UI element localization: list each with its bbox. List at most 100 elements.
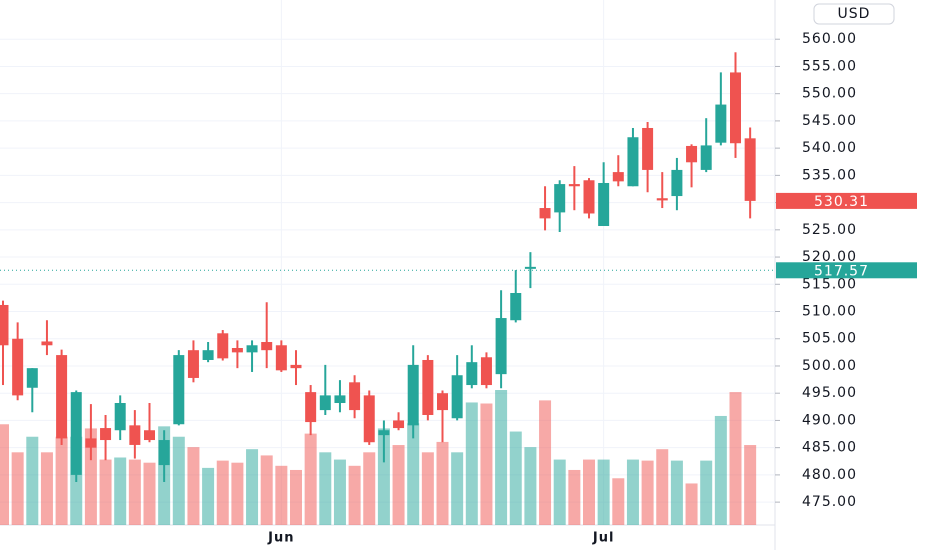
y-tick-label: 475.00 <box>802 494 857 510</box>
candle-body <box>466 362 478 386</box>
candle-body <box>114 403 126 431</box>
volume-bar <box>84 428 97 525</box>
volume-bar <box>40 452 53 525</box>
y-tick-label: 520.00 <box>802 249 857 265</box>
candle-body <box>671 169 683 197</box>
y-tick-label: 545.00 <box>802 113 857 129</box>
candle-body <box>26 368 38 388</box>
volume-bar <box>0 424 9 525</box>
y-tick-label: 555.00 <box>802 58 857 74</box>
volume-bar <box>436 441 449 525</box>
candle-body <box>231 348 243 353</box>
volume-bar <box>641 460 654 525</box>
candle-body <box>12 338 24 396</box>
y-tick-label: 535.00 <box>802 167 857 183</box>
candle-body <box>686 145 698 163</box>
candle-body <box>363 395 375 443</box>
candle-body <box>700 145 712 170</box>
volume-bar <box>99 459 112 525</box>
volume-bar <box>553 459 566 525</box>
candle-body <box>85 438 97 448</box>
volume-bar <box>333 459 346 525</box>
price-label: 530.31 <box>814 194 869 210</box>
price-badge <box>776 262 917 279</box>
candle-body <box>305 392 317 423</box>
currency-badge[interactable] <box>813 3 895 25</box>
currency: USD <box>838 6 871 22</box>
candle-body <box>378 430 390 436</box>
candle-body <box>100 428 112 441</box>
candle-body <box>349 382 361 411</box>
y-tick-label: 480.00 <box>802 467 857 483</box>
candle-body <box>173 355 185 425</box>
y-tick-label: 515.00 <box>802 276 857 292</box>
volume-bar <box>392 445 405 525</box>
candle-body <box>334 395 346 404</box>
candle-body <box>144 430 155 441</box>
candle-body <box>246 345 258 353</box>
candle-body <box>627 137 639 187</box>
volume-bar <box>348 465 361 525</box>
y-tick-label: 560.00 <box>802 31 857 47</box>
volume-bar <box>700 460 713 525</box>
candle-body <box>275 345 287 371</box>
volume-bar <box>290 469 302 525</box>
volume-bar <box>187 447 200 525</box>
volume-bar <box>246 449 259 525</box>
candle-body <box>612 172 624 182</box>
candle-body <box>422 359 434 415</box>
candle-body <box>290 364 302 369</box>
candle-body <box>656 198 668 201</box>
volume-bar <box>55 436 68 525</box>
volume-bar <box>685 483 698 525</box>
volume-bar <box>143 462 156 525</box>
x-tick-label: Jun <box>267 531 294 546</box>
volume-bar <box>495 390 508 525</box>
y-tick-label: 505.00 <box>802 331 857 347</box>
volume-bar <box>202 467 215 525</box>
y-tick-label: 525.00 <box>802 222 857 238</box>
x-tick-label: Jul <box>592 531 615 546</box>
candle-body <box>642 127 654 170</box>
volume-bar <box>539 400 552 525</box>
candle-body <box>158 440 170 466</box>
volume-bar <box>11 452 24 525</box>
candle-body <box>554 184 566 213</box>
y-tick-label: 485.00 <box>802 440 857 456</box>
volume-bar <box>670 460 683 525</box>
candle-body <box>451 375 463 419</box>
candle-body <box>217 333 229 359</box>
candle-body <box>0 304 9 346</box>
candle-body <box>568 184 580 187</box>
candle-body <box>261 342 273 351</box>
volume-bar <box>714 415 727 525</box>
candle-body <box>539 208 551 219</box>
volume-bar <box>583 459 595 525</box>
volume-bar <box>597 459 610 525</box>
volume-bar <box>509 431 522 525</box>
candle-body <box>524 266 536 269</box>
volume-bar <box>451 452 464 525</box>
candle-body <box>730 72 741 144</box>
candle-body <box>129 425 141 445</box>
volume-bar <box>568 469 581 525</box>
volume-bar <box>729 392 742 525</box>
candle-body <box>495 318 507 375</box>
volume-bar <box>363 452 376 525</box>
candle-body <box>510 292 522 321</box>
price-label: 517.57 <box>814 263 869 279</box>
candle-body <box>744 138 756 201</box>
volume-bar <box>26 436 39 525</box>
volume-bar <box>275 465 288 525</box>
candle-body <box>715 104 727 143</box>
candle-body <box>598 182 610 227</box>
y-tick-label: 510.00 <box>802 304 857 320</box>
volume-bar <box>407 423 420 525</box>
candle-body <box>187 350 199 378</box>
volume-bar <box>480 403 493 525</box>
y-tick-label: 540.00 <box>802 140 857 156</box>
volume-bar <box>260 455 273 525</box>
volume-bar <box>304 433 317 525</box>
y-tick-label: 500.00 <box>802 358 857 374</box>
